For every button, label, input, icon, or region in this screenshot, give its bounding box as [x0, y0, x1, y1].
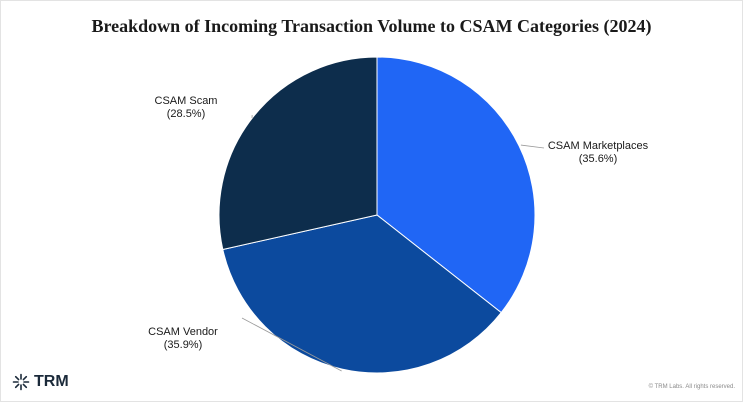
pie-slices	[218, 56, 536, 374]
pie-slice-csam-scam	[218, 56, 378, 251]
pie-slice-csam-vendor	[222, 214, 502, 374]
chart-title: Breakdown of Incoming Transaction Volume…	[91, 16, 652, 36]
brand-name: TRM	[34, 373, 69, 390]
slice-label: CSAM Marketplaces	[548, 140, 649, 152]
slice-label: CSAM Scam	[155, 95, 218, 107]
slice-labels: CSAM Marketplaces(35.6%) CSAM Vendor(35.9…	[148, 95, 648, 351]
pie-slice-csam-marketplaces	[376, 56, 536, 314]
leader-line	[241, 317, 342, 372]
slice-percent-label: (28.5%)	[167, 108, 206, 120]
slice-percent-label: (35.6%)	[579, 153, 618, 165]
trm-logo-icon	[12, 373, 30, 391]
label-leader-lines	[241, 114, 545, 372]
slice-percent-label: (35.9%)	[164, 339, 203, 351]
copyright-notice: © TRM Labs. All rights reserved.	[648, 384, 735, 390]
slice-label: CSAM Vendor	[148, 326, 218, 338]
leader-line	[520, 144, 545, 149]
brand-logo: TRM	[12, 373, 69, 391]
